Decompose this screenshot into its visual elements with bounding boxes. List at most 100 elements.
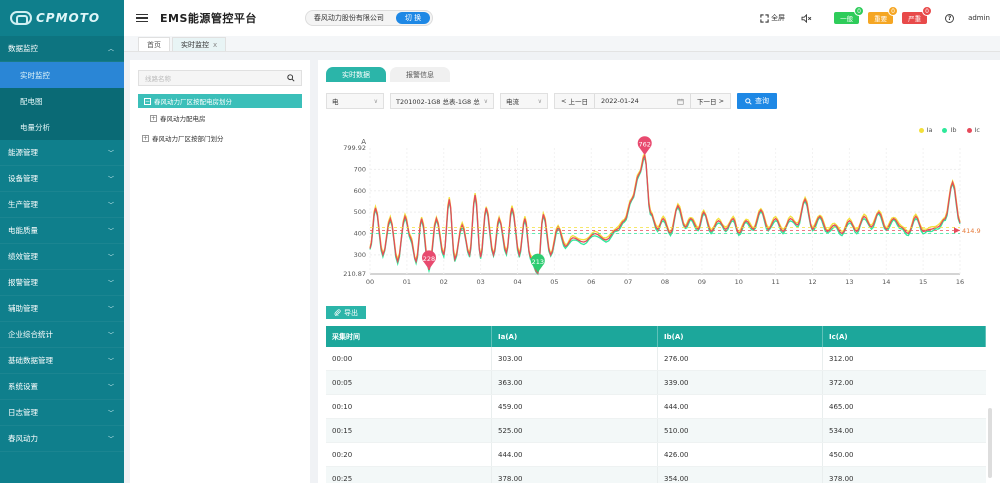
expand-icon[interactable]: +	[142, 134, 149, 142]
sidebar-item[interactable]: 企业综合统计 ﹀	[0, 322, 124, 348]
expand-icon[interactable]: +	[150, 114, 157, 122]
sidebar-item[interactable]: 数据监控 ︿	[0, 36, 124, 62]
close-icon[interactable]: x	[213, 40, 218, 49]
average-arrow-icon	[954, 227, 960, 234]
fullscreen-button[interactable]: 全屏	[760, 13, 785, 23]
table-body: 00:00 303.00 276.00 312.00 00:05 363.00 339.00…	[326, 347, 986, 483]
sidebar-item-label: 生产管理	[8, 200, 38, 209]
data-table: 采集时间 Ia(A) Ib(A) Ic(A) 00:00 303.00 276.00 312…	[326, 326, 986, 483]
sidebar-subitem[interactable]: 实时监控	[0, 62, 124, 88]
sidebar-item[interactable]: 绩效管理 ﹀	[0, 244, 124, 270]
date-input[interactable]: 2022-01-24	[594, 94, 690, 108]
energy-type-select[interactable]: 电 ∨	[326, 93, 384, 109]
y-tick-label: 500	[354, 208, 366, 216]
chevron-down-icon: ﹀	[107, 150, 114, 157]
average-label: 414.9	[962, 227, 981, 235]
chevron-down-icon: ∨	[483, 97, 488, 105]
table-row[interactable]: 00:10 459.00 444.00 465.00	[326, 395, 986, 419]
prev-day-button[interactable]: < 上一日	[555, 94, 594, 108]
sidebar-subitem[interactable]: 配电图	[0, 88, 124, 114]
x-tick-label: 05	[550, 278, 558, 286]
sidebar-item-label: 电能质量	[8, 226, 38, 235]
table-cell: 303.00	[492, 347, 658, 370]
table-cell: 354.00	[658, 467, 823, 483]
page-tab[interactable]: 首页	[138, 37, 170, 51]
x-tick-label: 15	[919, 278, 927, 286]
table-row[interactable]: 00:25 378.00 354.00 378.00	[326, 467, 986, 483]
table-row[interactable]: 00:20 444.00 426.00 450.00	[326, 443, 986, 467]
sidebar-item-label: 基础数据管理	[8, 356, 53, 365]
table-cell: 372.00	[829, 378, 854, 387]
sidebar-item[interactable]: 辅助管理 ﹀	[0, 296, 124, 322]
energy-type-value: 电	[332, 98, 339, 106]
legend-item[interactable]: Ib	[942, 126, 957, 134]
sidebar-subitem[interactable]: 电量分析	[0, 114, 124, 140]
switch-company-button[interactable]: 切 换	[395, 12, 431, 24]
sidebar-item[interactable]: 电能质量 ﹀	[0, 218, 124, 244]
logo-text: CPMOTO	[36, 11, 101, 25]
content-tab[interactable]: 实时数据	[326, 67, 386, 82]
collapse-icon[interactable]: −	[144, 97, 151, 105]
x-tick-label: 03	[476, 278, 484, 286]
help-icon[interactable]: ?	[945, 13, 955, 23]
sidebar-item[interactable]: 基础数据管理 ﹀	[0, 348, 124, 374]
sidebar-item[interactable]: 生产管理 ﹀	[0, 192, 124, 218]
table-row[interactable]: 00:05 363.00 339.00 372.00	[326, 371, 986, 395]
table-scrollbar[interactable]	[988, 408, 992, 478]
menu-toggle-icon[interactable]	[136, 13, 148, 23]
tree-search-input[interactable]: 线路名称	[138, 70, 302, 86]
content-tab[interactable]: 报警信息	[390, 67, 450, 82]
x-tick-label: 11	[771, 278, 779, 286]
table-header-cell: Ib(A)	[658, 326, 823, 347]
alarm-badge[interactable]: 重要 0	[868, 6, 899, 24]
x-tick-label: 13	[845, 278, 853, 286]
page-tab[interactable]: 实时监控 x	[172, 37, 227, 51]
x-tick-label: 07	[624, 278, 632, 286]
chevron-down-icon: ﹀	[107, 228, 114, 235]
sidebar-item-label: 系统设置	[8, 382, 38, 391]
next-day-button[interactable]: 下一日 >	[690, 94, 730, 108]
mute-button[interactable]	[801, 13, 812, 23]
table-header-cell: Ic(A)	[823, 326, 986, 347]
legend-item[interactable]: Ic	[966, 126, 980, 134]
calendar-icon	[677, 98, 684, 105]
tree-node-distribution-room-root[interactable]: − 春风动力厂区按配电房划分	[138, 94, 302, 108]
table-cell: 525.00	[492, 419, 658, 442]
legend-item[interactable]: Ia	[918, 126, 932, 134]
search-icon[interactable]	[287, 74, 295, 82]
sidebar-item[interactable]: 春风动力 ﹀	[0, 426, 124, 452]
user-name[interactable]: admin	[968, 14, 990, 22]
sidebar-item-label: 辅助管理	[8, 304, 38, 313]
table-row[interactable]: 00:00 303.00 276.00 312.00	[326, 347, 986, 371]
sidebar-item[interactable]: 设备管理 ﹀	[0, 166, 124, 192]
x-tick-label: 09	[698, 278, 706, 286]
alarm-badge[interactable]: 严重 0	[902, 6, 933, 24]
table-row[interactable]: 00:15 525.00 510.00 534.00	[326, 419, 986, 443]
sidebar-item[interactable]: 系统设置 ﹀	[0, 374, 124, 400]
fullscreen-label: 全屏	[771, 14, 786, 22]
tree-node-distribution-room[interactable]: + 春风动力配电房	[130, 108, 310, 128]
alarm-count: 0	[888, 6, 899, 16]
alarm-label: 重要	[874, 15, 888, 23]
tree-node-label: 春风动力厂区按配电房划分	[154, 98, 232, 106]
alarm-label: 一般	[840, 15, 854, 23]
table-cell: 312.00	[829, 354, 854, 363]
marker-label: 762	[639, 141, 651, 149]
export-button[interactable]: 导出	[326, 306, 366, 319]
alarm-badge[interactable]: 一般 0	[834, 6, 865, 24]
main-panel: 实时数据 报警信息 电 ∨ T201002-1G8 总表-1G8 总表 ∨ 电流 ∨ <…	[318, 60, 1000, 483]
query-label: 查询	[755, 97, 770, 105]
meter-select[interactable]: T201002-1G8 总表-1G8 总表 ∨	[390, 93, 494, 109]
parameter-select[interactable]: 电流 ∨	[500, 93, 548, 109]
date-navigator: < 上一日 2022-01-24 下一日 >	[554, 93, 732, 109]
x-tick-label: 01	[403, 278, 411, 286]
sidebar-item[interactable]: 日志管理 ﹀	[0, 400, 124, 426]
sidebar-item[interactable]: 能源管理 ﹀	[0, 140, 124, 166]
chevron-down-icon: ﹀	[107, 384, 114, 391]
tree-node-department-root[interactable]: + 春风动力厂区按部门划分	[130, 128, 310, 148]
query-button[interactable]: 查询	[737, 93, 778, 109]
sidebar-item[interactable]: 报警管理 ﹀	[0, 270, 124, 296]
tree-node-label: 春风动力配电房	[160, 115, 206, 123]
y-tick-label: 700	[354, 165, 366, 173]
